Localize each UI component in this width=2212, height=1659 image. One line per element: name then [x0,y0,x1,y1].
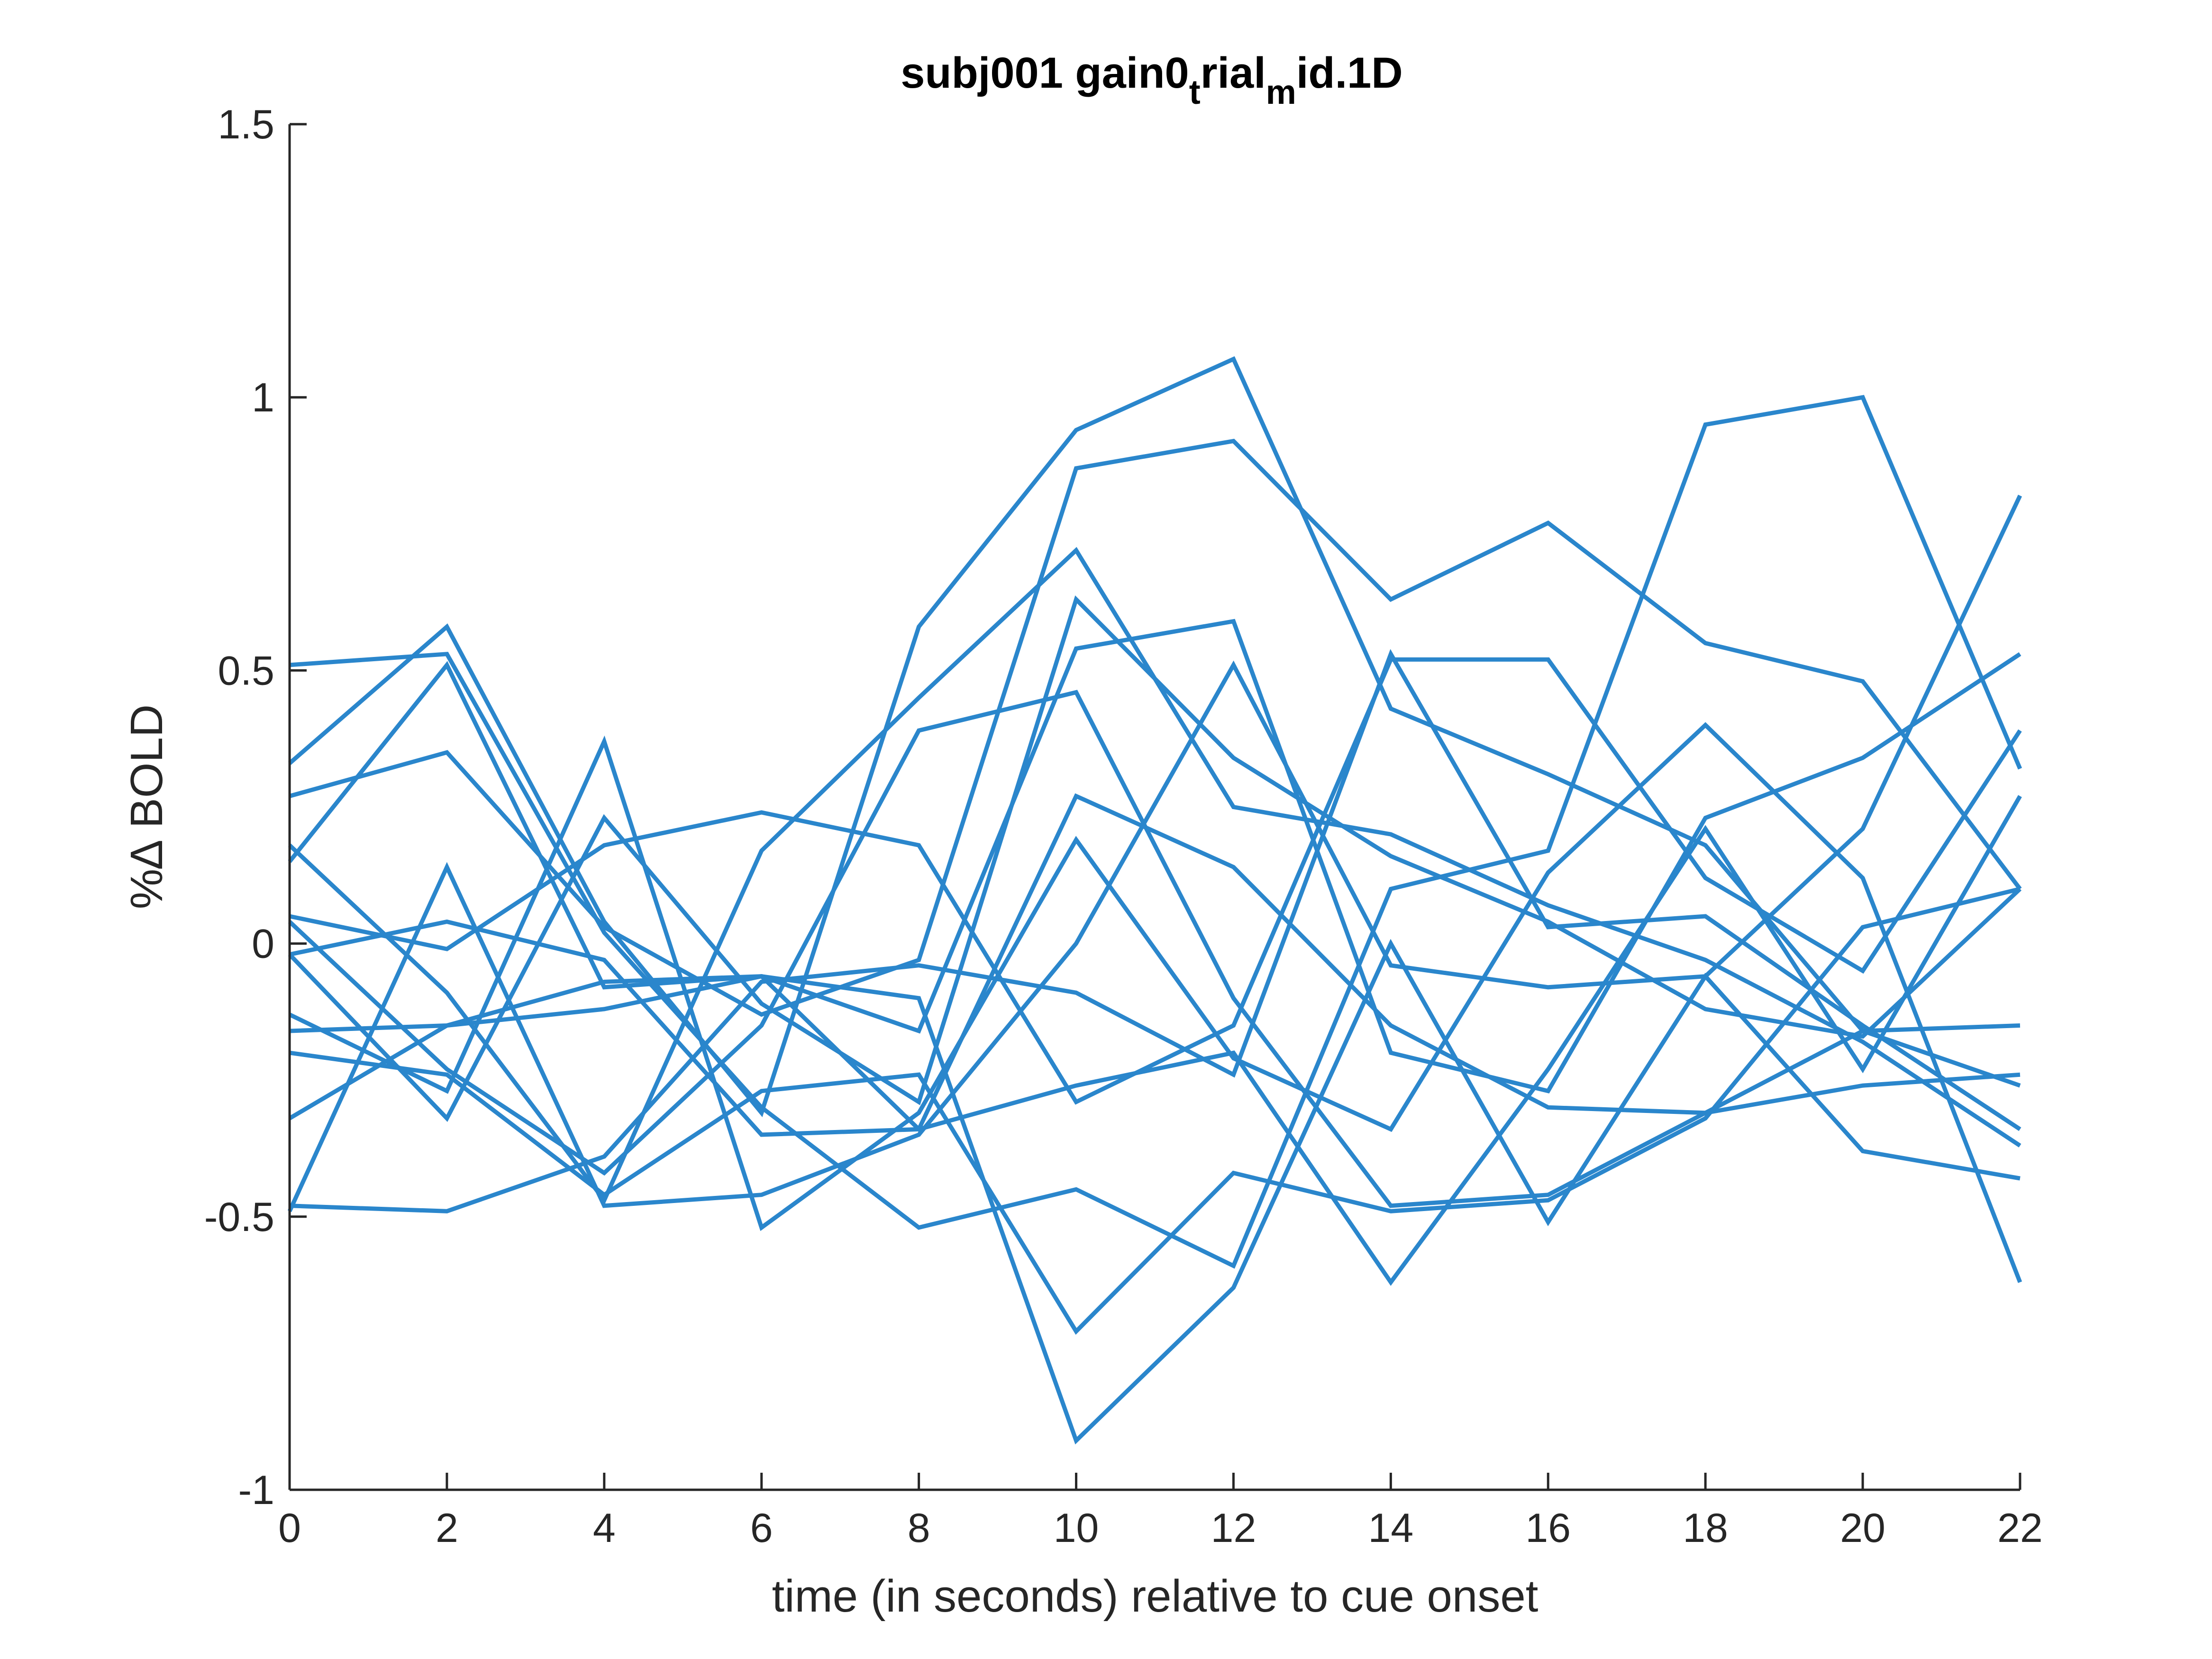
x-tick-label: 4 [593,1505,616,1551]
x-tick-label: 12 [1211,1505,1256,1551]
title-end: id.1D [1296,49,1403,97]
series-line-8 [288,595,2022,1122]
series-line-15 [289,795,2022,1286]
y-axis-label: %∆ BOLD [121,704,172,909]
x-tick-label: 16 [1525,1505,1571,1551]
plot-lines [287,356,2022,1445]
series-line-9 [289,722,2022,1283]
series-line-7 [288,690,2021,1208]
series-line-13 [289,649,2021,1213]
x-tick-label: 18 [1683,1505,1728,1551]
chart-title: subj001 gain0trialmid.1D [901,49,1403,111]
series-line-1 [289,395,2022,1269]
x-tick-label: 10 [1054,1505,1099,1551]
x-tick-label: 2 [436,1505,458,1551]
series-line-4 [288,619,2021,1094]
y-tick-label: 0 [252,921,274,967]
axis-ticks: 0 2 4 6 8 10 12 14 16 18 20 22 -1 -0.5 0 0.5 1 1.5 [204,102,2043,1551]
series-line-6 [289,657,2022,1105]
x-tick-label: 14 [1368,1505,1414,1551]
y-tick-label: 1 [252,375,274,420]
title-subscript-t: t [1189,73,1201,111]
x-tick-label: 0 [278,1505,301,1551]
y-tick-label: -0.5 [204,1194,274,1240]
series-line-14 [287,494,2022,1212]
series-line-10 [289,793,2021,1133]
x-tick-label: 8 [908,1505,930,1551]
y-tick-label: -1 [238,1468,274,1513]
title-mid: rial [1201,49,1266,97]
series-line-3 [289,438,2022,1017]
x-axis-label: time (in seconds) relative to cue onset [772,1571,1538,1622]
series-line-11 [289,887,2021,1335]
x-tick-label: 20 [1840,1505,1885,1551]
title-subscript-m: m [1266,73,1296,111]
x-tick-label: 22 [1997,1505,2043,1551]
series-line-12 [288,939,2021,1445]
x-tick-label: 6 [750,1505,773,1551]
title-main: subj001 gain0 [901,49,1189,97]
y-tick-label: 0.5 [218,648,274,693]
y-tick-label: 1.5 [218,102,274,147]
